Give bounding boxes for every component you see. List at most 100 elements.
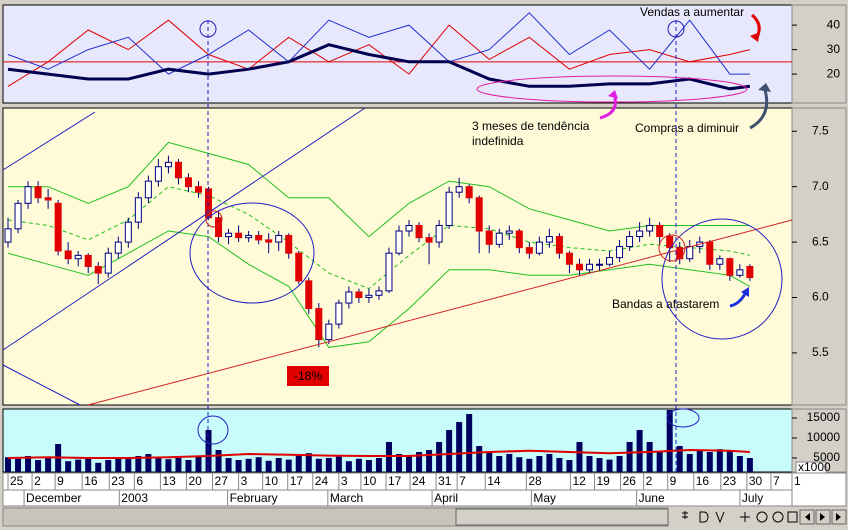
highlight-circle [661,218,783,340]
annotation-box [287,366,329,386]
x-tick-label: 31 [438,474,452,488]
annotation: 3 meses de tendência [472,119,590,133]
x-tick-label: 2 [646,474,653,488]
x-tick-label: 16 [84,474,98,488]
tool-icon[interactable] [787,511,798,523]
x-tick-label: June [639,491,665,505]
scrollbar-thumb[interactable] [455,508,669,526]
x-tick-label: 16 [696,474,710,488]
volume-bar [85,458,92,472]
annotation: Compras a diminuir [635,121,739,135]
x-tick-label: 23 [111,474,125,488]
axis-bg [791,4,847,104]
volume-bar [646,442,653,472]
candle-body [626,236,634,248]
annotation: Vendas a aumentar [640,5,744,19]
volume-bar [35,460,42,472]
candle-body [405,224,413,232]
candle-body [495,232,503,245]
x-tick-label: February [230,491,278,505]
candle-body [315,308,323,341]
candle-body [275,234,283,243]
marker-circle [199,20,217,38]
volume-bar [716,449,723,472]
candle-body [726,258,734,276]
tool-icon[interactable] [715,511,725,524]
highlight-ellipse [197,415,229,445]
candle-body [646,224,654,232]
tool-icon[interactable] [740,512,750,522]
x-tick-label: March [330,491,363,505]
volume-bar [385,442,392,472]
tool-icon[interactable] [756,511,768,523]
candle-body [716,258,724,265]
x-tick-label: 13 [162,474,176,488]
volume-bar [696,450,703,472]
volume-bar [476,446,483,472]
tool-icon [836,513,841,521]
candle-body [535,241,543,254]
volume-bar [335,456,342,472]
candle-body [335,302,343,325]
y-tick-label: 5000 [813,450,840,464]
tool-icon[interactable] [682,511,688,519]
x-tick-label: May [533,491,556,505]
volume-bar [165,459,172,472]
candle-body [385,252,393,292]
volume-bar [406,456,413,472]
x-tick-label: April [434,491,458,505]
candle-body [194,186,202,193]
candle-body [585,263,593,271]
bollinger-band [8,141,750,238]
candle-body [24,186,32,204]
candle-body [435,224,443,243]
arrow [599,97,617,120]
x-tick-label: 10 [265,474,279,488]
volume-bar [676,446,683,472]
candle-body [104,252,112,274]
candle-body [124,221,132,243]
channel-line [2,107,366,351]
candle-body [596,263,604,266]
tool-icon[interactable] [699,511,709,523]
candle-body [64,250,72,260]
x-tick-label: 17 [388,474,402,488]
volume-bar [245,458,252,472]
bollinger-band [7,230,751,348]
toolbar [672,508,847,528]
volume-bar [45,458,52,472]
volume-bar [365,460,372,472]
x-tick-label: 24 [315,474,329,488]
volume-bar [516,457,523,472]
volume-bar [205,430,212,472]
x-tick-label: 10 [363,474,377,488]
volume-bar [536,456,543,472]
volume-bar [576,442,583,472]
volume-bar [305,453,312,472]
candle-body [465,186,473,199]
arrow-head [758,83,771,92]
candle-body [144,180,152,199]
tool-icon[interactable] [772,511,784,523]
marker-circle [667,20,685,38]
candle-body [184,177,192,188]
candle-body [686,246,694,260]
volume-bar [396,454,403,472]
x-tick-label: 23 [723,474,737,488]
candle-body [84,254,92,267]
x-tick-label: 27 [215,474,229,488]
candle-body [285,234,293,254]
candle-body [555,236,563,254]
volume-bar [15,458,22,472]
channel-line [2,111,96,171]
candle-body [375,290,383,296]
x-tick-label: 9 [670,474,677,488]
volume-bar [616,456,623,472]
candle-body [235,232,243,239]
volume-bar [596,458,603,472]
volume-bar [506,454,513,472]
candle-body [475,197,483,232]
candle-body [164,161,172,168]
volume-bar [285,459,292,472]
x-tick-label: 3 [241,474,248,488]
